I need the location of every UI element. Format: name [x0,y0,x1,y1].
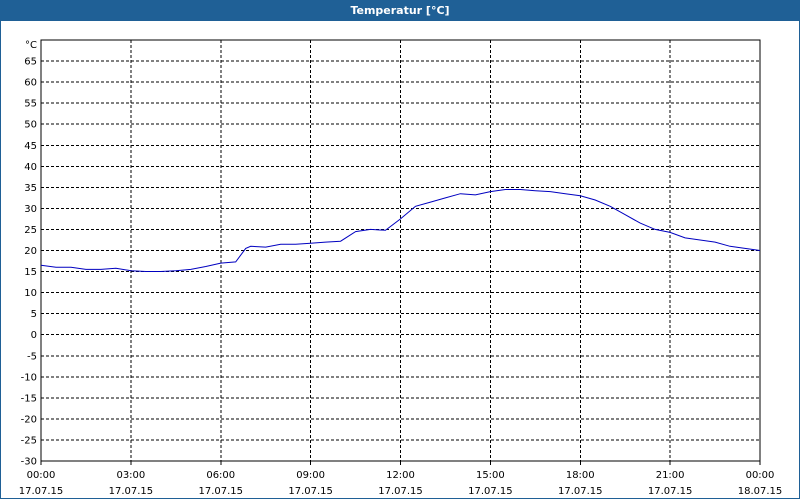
y-tick-label: 15 [24,267,37,278]
x-tick-date-label: 18.07.15 [738,486,783,497]
y-tick-label: -25 [21,435,37,446]
y-tick-label: 30 [24,204,37,215]
x-tick-date-label: 17.07.15 [198,486,243,497]
x-tick-time-label: 09:00 [296,470,325,481]
x-tick-date-label: 17.07.15 [288,486,333,497]
y-tick-label: -20 [21,414,37,425]
x-tick-date-label: 17.07.15 [378,486,423,497]
y-tick-label: 25 [24,225,37,236]
y-tick-label: 0 [31,330,37,341]
y-tick-label: 35 [24,183,37,194]
y-tick-label: 50 [24,120,37,131]
y-tick-label: -5 [27,351,37,362]
x-tick-date-label: 17.07.15 [19,486,64,497]
x-tick-time-label: 18:00 [566,470,595,481]
y-tick-label: -15 [21,393,37,404]
y-tick-label: -30 [21,457,37,468]
y-tick-label: 20 [24,246,37,257]
x-tick-time-label: 21:00 [656,470,685,481]
x-tick-time-label: 06:00 [206,470,235,481]
y-tick-label: -10 [21,372,37,383]
x-tick-date-label: 17.07.15 [558,486,603,497]
y-tick-label: 55 [24,99,37,110]
x-tick-time-label: 15:00 [476,470,505,481]
temperature-series-line [40,189,761,272]
y-tick-label: 60 [24,78,37,89]
x-tick-time-label: 00:00 [746,470,775,481]
y-tick-label: 10 [24,288,37,299]
y-tick-label: 65 [24,57,37,68]
x-tick-time-label: 00:00 [27,470,56,481]
chart-title: Temperatur [°C] [0,0,800,21]
y-tick-label: 40 [24,162,37,173]
x-tick-date-label: 17.07.15 [468,486,513,497]
x-tick-date-label: 17.07.15 [648,486,693,497]
x-tick-time-label: 03:00 [116,470,145,481]
x-tick-date-label: 17.07.15 [109,486,154,497]
x-tick-time-label: 12:00 [386,470,415,481]
y-tick-label: 45 [24,141,37,152]
y-tick-label: 5 [31,309,37,320]
y-axis-unit-label: °C [25,40,37,51]
